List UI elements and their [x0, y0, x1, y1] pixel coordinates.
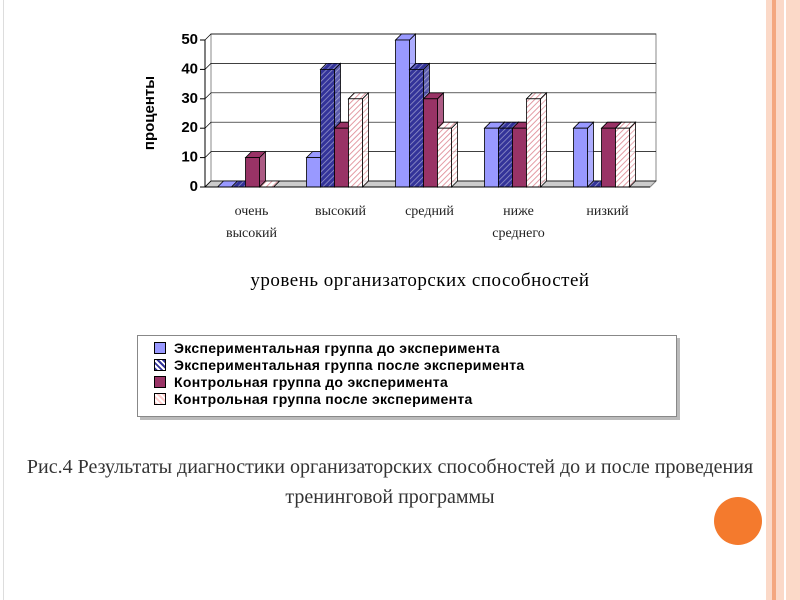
bar: [245, 157, 260, 188]
bar: [334, 127, 349, 188]
bar: [437, 127, 452, 188]
legend-item: Экспериментальная группа после экспериме…: [154, 357, 524, 373]
legend-label: Экспериментальная группа после экспериме…: [174, 357, 525, 373]
x-tick-label: высокий: [314, 204, 367, 219]
legend-label: Контрольная группа после эксперимента: [174, 391, 473, 407]
y-tick-label: 10: [181, 149, 198, 166]
slide-border: [3, 0, 4, 600]
x-axis-label: уровень организаторских способностей: [250, 270, 590, 291]
bar: [498, 127, 513, 188]
bar: [573, 127, 588, 188]
legend-item: Контрольная группа до эксперимента: [154, 374, 448, 390]
legend-item: Контрольная группа после эксперимента: [154, 391, 473, 407]
legend-swatch: [154, 342, 166, 354]
legend-label: Контрольная группа до эксперимента: [174, 374, 449, 390]
y-tick-label: 0: [190, 178, 198, 195]
legend: Экспериментальная группа до эксперимента…: [137, 335, 677, 417]
y-tick-label: 20: [181, 119, 198, 136]
legend-item: Экспериментальная группа до эксперимента: [154, 340, 500, 356]
bar-side: [587, 121, 594, 188]
x-tick-label: очень высокий: [225, 204, 278, 241]
deco-line: [772, 0, 776, 600]
grid-line: [204, 63, 656, 70]
caption: Рис.4 Результаты диагностики организатор…: [26, 456, 754, 508]
x-tick-label: средний: [405, 204, 454, 219]
bar: [306, 157, 321, 188]
bar: [395, 39, 410, 188]
y-tick-label: 40: [181, 60, 198, 77]
legend-swatch: [154, 376, 166, 388]
bar: [348, 98, 363, 188]
bar-side: [629, 121, 636, 188]
deco-band: [766, 0, 800, 600]
bar: [320, 69, 335, 188]
legend-swatch: [154, 393, 166, 405]
x-tick-label: низкий: [586, 204, 629, 219]
y-axis-label: проценты: [141, 76, 158, 150]
deco-circle: [714, 497, 762, 545]
bar: [512, 127, 527, 188]
bar: [601, 127, 616, 188]
legend-label: Экспериментальная группа до эксперимента: [174, 340, 500, 356]
y-tick-label: 50: [181, 31, 198, 48]
bar-side: [362, 91, 369, 188]
deco-line: [784, 0, 786, 600]
chart: проценты 0 10 20 30 40 50: [141, 31, 658, 195]
bar: [526, 98, 541, 188]
bar: [409, 69, 424, 188]
bar: [423, 98, 438, 188]
x-tick-label: ниже среднего: [492, 204, 545, 241]
bar-side: [451, 121, 458, 188]
bar-side: [540, 91, 547, 188]
bar: [615, 127, 630, 188]
bar: [484, 127, 499, 188]
y-tick-label: 30: [181, 90, 198, 107]
grid-line: [204, 92, 656, 100]
legend-swatch: [154, 359, 166, 371]
grid-line: [204, 33, 656, 41]
